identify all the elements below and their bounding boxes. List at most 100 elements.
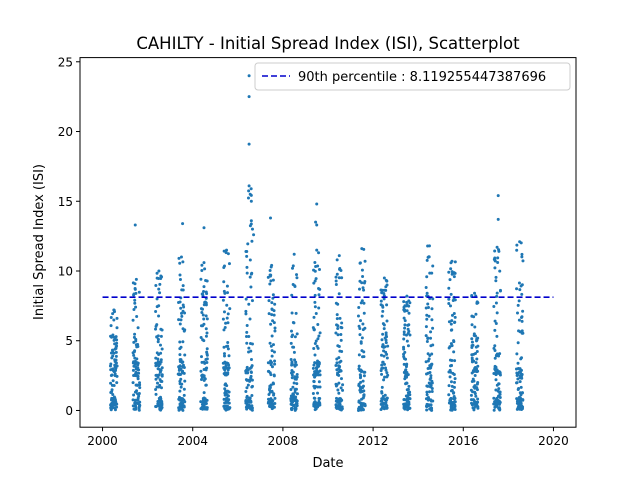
data-point — [470, 340, 474, 344]
data-point — [245, 271, 249, 275]
data-point — [379, 353, 383, 357]
data-point — [157, 287, 161, 291]
data-point — [131, 381, 135, 385]
data-point — [269, 322, 273, 326]
data-point — [247, 95, 251, 99]
data-point — [405, 375, 409, 379]
data-point — [494, 321, 498, 325]
data-point — [428, 377, 432, 381]
data-point — [493, 405, 497, 409]
data-point — [470, 401, 474, 405]
data-point — [405, 363, 409, 367]
data-point — [515, 287, 519, 291]
data-point — [497, 402, 501, 406]
data-point — [115, 374, 119, 378]
data-point — [380, 363, 384, 367]
data-point — [132, 307, 136, 311]
data-point — [386, 344, 390, 348]
data-point — [183, 311, 187, 315]
data-point — [154, 377, 158, 381]
data-point — [244, 250, 248, 254]
data-point — [246, 371, 250, 375]
data-point — [334, 331, 338, 335]
data-point — [290, 311, 294, 315]
data-point — [205, 366, 209, 370]
data-point — [222, 404, 226, 408]
data-point — [495, 334, 499, 338]
data-point — [495, 311, 499, 315]
data-point — [181, 284, 185, 288]
data-point — [453, 403, 457, 407]
data-points — [108, 74, 525, 412]
data-point — [425, 408, 429, 412]
data-point — [498, 373, 502, 377]
data-point — [403, 319, 407, 323]
data-point — [405, 388, 409, 392]
data-point — [248, 341, 252, 345]
data-point — [293, 388, 297, 392]
data-point — [496, 256, 500, 260]
data-point — [427, 244, 431, 248]
data-point — [312, 363, 316, 367]
data-point — [227, 354, 231, 358]
data-point — [360, 268, 364, 272]
data-point — [334, 403, 338, 407]
data-point — [133, 282, 137, 286]
data-point — [159, 334, 163, 338]
data-point — [223, 354, 227, 358]
data-point — [497, 407, 501, 411]
data-point — [204, 314, 208, 318]
data-point — [519, 284, 523, 288]
data-point — [179, 318, 183, 322]
data-point — [181, 397, 185, 401]
data-point — [111, 392, 115, 396]
data-point — [137, 408, 141, 412]
data-point — [357, 287, 361, 291]
data-point — [134, 365, 138, 369]
legend: 90th percentile : 8.119255447387696 — [254, 62, 571, 91]
data-point — [290, 376, 294, 380]
data-point — [244, 389, 248, 393]
data-point — [474, 312, 478, 316]
data-point — [403, 309, 407, 313]
data-point — [358, 261, 362, 265]
data-point — [199, 307, 203, 311]
data-point — [339, 338, 343, 342]
data-point — [202, 402, 206, 406]
data-point — [181, 222, 185, 226]
data-point — [360, 401, 364, 405]
data-point — [361, 275, 365, 279]
data-point — [381, 366, 385, 370]
data-point — [520, 329, 524, 333]
data-point — [114, 347, 118, 351]
data-point — [335, 313, 339, 317]
data-point — [202, 290, 206, 294]
data-point — [379, 299, 383, 303]
data-point — [245, 265, 249, 269]
data-point — [160, 374, 164, 378]
data-point — [358, 368, 362, 372]
data-point — [407, 299, 411, 303]
data-point — [493, 348, 497, 352]
data-point — [382, 402, 386, 406]
data-point — [113, 358, 117, 362]
data-point — [318, 396, 322, 400]
data-point — [178, 340, 182, 344]
data-point — [357, 353, 361, 357]
data-point — [362, 281, 366, 285]
data-point — [334, 399, 338, 403]
data-point — [158, 343, 162, 347]
data-point — [407, 311, 411, 315]
data-point — [289, 358, 293, 362]
data-point — [269, 344, 273, 348]
data-point — [133, 287, 137, 291]
data-point — [200, 269, 204, 273]
data-point — [475, 300, 479, 304]
data-point — [425, 291, 429, 295]
data-point — [177, 395, 181, 399]
data-point — [109, 373, 113, 377]
data-point — [204, 278, 208, 282]
data-point — [177, 365, 181, 369]
data-point — [293, 335, 297, 339]
data-point — [428, 407, 432, 411]
